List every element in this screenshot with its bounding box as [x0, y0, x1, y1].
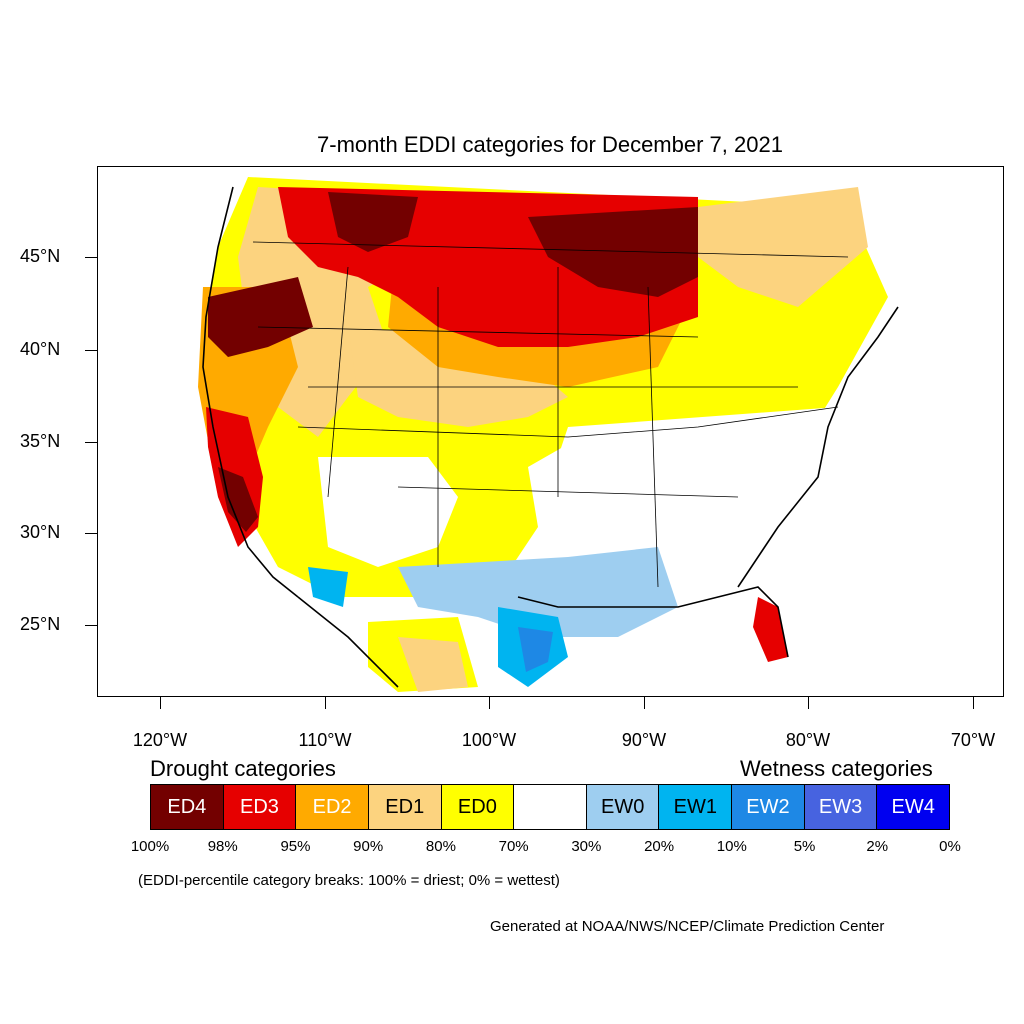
lon-label-80: 80°W: [785, 730, 831, 750]
ew0-region-gulf: [398, 547, 678, 637]
lon-label-120: 120°W: [132, 730, 188, 750]
map-panel: [97, 166, 1004, 697]
eddi-map: [198, 177, 899, 692]
neutral-region-southwest: [318, 457, 458, 567]
wetness-heading: Wetness categories: [740, 756, 933, 781]
percentile-break-label: 20%: [644, 838, 675, 855]
lat-tick: [85, 442, 97, 443]
percentile-break-label: 100%: [130, 838, 170, 855]
legend-cell-ed0: ED0: [441, 785, 515, 829]
lat-label-25: 25°N: [20, 614, 61, 634]
lon-label-100: 100°W: [461, 730, 517, 750]
percentile-break-label: 80%: [425, 838, 456, 855]
ew1-region-west: [308, 567, 348, 607]
ed1-region-northeast: [698, 187, 868, 307]
lon-tick: [489, 697, 490, 709]
percentile-break-label: 70%: [498, 838, 529, 855]
lon-tick: [973, 697, 974, 709]
legend-cell-ed2: ED2: [296, 785, 369, 829]
legend-cell-neutral: [514, 785, 587, 829]
legend-cell-ed3: ED3: [223, 785, 297, 829]
legend-cell-ew1: EW1: [659, 785, 733, 829]
percentile-break-label: 95%: [280, 838, 311, 855]
lon-label-90: 90°W: [621, 730, 667, 750]
lat-tick: [85, 350, 97, 351]
lat-label-30: 30°N: [20, 522, 61, 542]
percentile-break-label: 0%: [939, 838, 961, 855]
category-note: (EDDI-percentile category breaks: 100% =…: [138, 872, 560, 889]
lat-tick: [85, 257, 97, 258]
percentile-break-label: 98%: [207, 838, 238, 855]
ed4-region-montana: [328, 192, 418, 252]
percentile-break-label: 30%: [571, 838, 602, 855]
state-borders: [252, 241, 849, 588]
legend-cell-ed1: ED1: [368, 785, 442, 829]
lat-label-45: 45°N: [20, 246, 61, 266]
legend-cell-ew4: EW4: [877, 785, 950, 829]
drought-heading: Drought categories: [150, 756, 336, 781]
lat-label-35: 35°N: [20, 431, 61, 451]
lat-label-40: 40°N: [20, 339, 61, 359]
lon-label-110: 110°W: [298, 730, 352, 750]
credit-line: Generated at NOAA/NWS/NCEP/Climate Predi…: [490, 918, 885, 935]
percentile-break-label: 5%: [793, 838, 816, 855]
legend-cell-ew0: EW0: [586, 785, 660, 829]
coastlines: [202, 186, 899, 688]
neutral-region-southeast: [538, 407, 848, 597]
percentile-break-label: 2%: [866, 838, 889, 855]
lon-tick: [160, 697, 161, 709]
ew2-region-texas-coast: [518, 627, 553, 672]
category-legend-bar: ED4 ED3 ED2 ED1 ED0 EW0 EW1 EW2 EW3 EW4: [150, 784, 950, 830]
legend-cell-ew3: EW3: [804, 785, 878, 829]
lon-tick: [808, 697, 809, 709]
ed4-region-dakotas: [528, 207, 698, 297]
percentile-break-label: 10%: [716, 838, 747, 855]
lat-tick: [85, 625, 97, 626]
map-title: 7-month EDDI categories for December 7, …: [317, 132, 783, 157]
lon-tick: [644, 697, 645, 709]
lon-tick: [325, 697, 326, 709]
legend-cell-ed4: ED4: [151, 785, 224, 829]
lon-label-70: 70°W: [950, 730, 996, 750]
ed1-region-mexico: [398, 637, 468, 692]
lat-tick: [85, 533, 97, 534]
ed4-region-california: [218, 467, 258, 532]
legend-cell-ew2: EW2: [732, 785, 805, 829]
percentile-break-label: 90%: [353, 838, 384, 855]
ed4-region-northwest: [208, 277, 313, 357]
